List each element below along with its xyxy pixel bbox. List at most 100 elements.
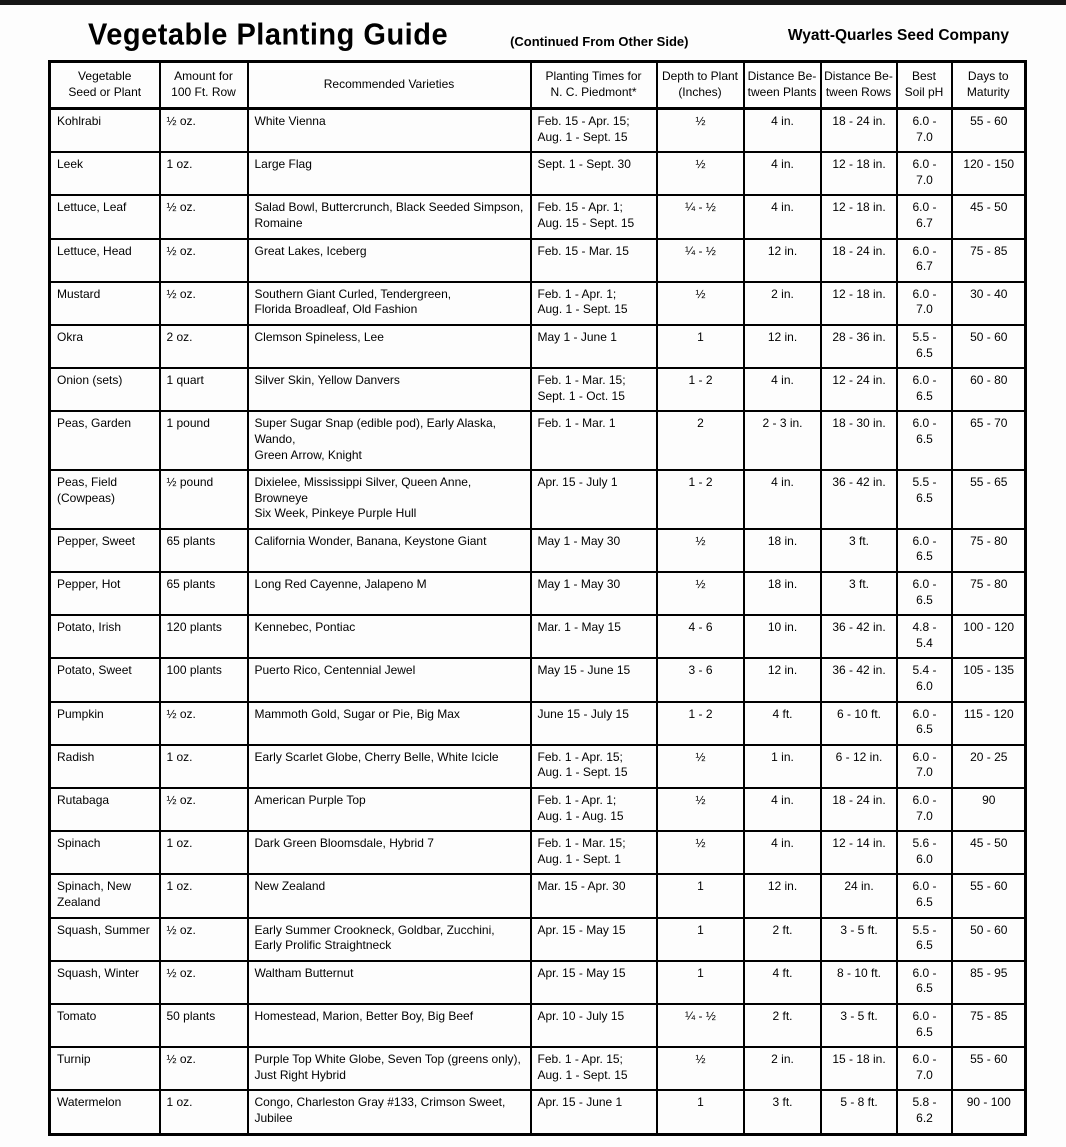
cell-varieties: Purple Top White Globe, Seven Top (green… <box>246 1046 532 1092</box>
cell-amount: ½ oz. <box>158 237 249 283</box>
cell-vegetable: Radish <box>48 743 161 790</box>
cell-depth: ½ <box>655 527 745 574</box>
table-body: Kohlrabi ½ oz. White Vienna Feb. 15 - Apr. … <box>48 107 1027 1135</box>
cell-amount: 65 plants <box>158 527 249 574</box>
cell-depth: ½ <box>655 743 745 790</box>
cell-soil-ph: 6.0 - 6.5 <box>895 873 953 919</box>
cell-days: 55 - 60 <box>950 107 1027 154</box>
cell-distance-rows: 28 - 36 in. <box>819 323 898 370</box>
cell-amount: ½ oz. <box>158 1046 249 1092</box>
cell-planting-times: Feb. 15 - Mar. 15 <box>529 237 658 283</box>
cell-varieties: Early Summer Crookneck, Goldbar, Zucchin… <box>246 916 532 962</box>
cell-amount: 120 plants <box>158 614 249 660</box>
cell-depth: ½ <box>655 280 745 326</box>
table-row: Peas, Garden 1 pound Super Sugar Snap (edi… <box>48 410 1027 472</box>
cell-distance-rows: 36 - 42 in. <box>819 469 898 530</box>
column-header-varieties: Recommended Varieties <box>246 60 532 110</box>
cell-distance-plants: 2 in. <box>742 1046 822 1092</box>
cell-varieties: Great Lakes, Iceberg <box>246 237 532 283</box>
cell-amount: ½ pound <box>158 469 249 530</box>
cell-depth: 4 - 6 <box>655 614 745 660</box>
cell-varieties: Salad Bowl, Buttercrunch, Black Seeded S… <box>246 194 532 240</box>
cell-days: 75 - 85 <box>950 1002 1027 1049</box>
cell-varieties: Southern Giant Curled, Tendergreen, Flor… <box>246 280 532 326</box>
cell-distance-plants: 4 in. <box>742 786 822 833</box>
table-row: Peas, Field (Cowpeas) ½ pound Dixielee, Mi… <box>48 469 1027 530</box>
cell-depth: ½ <box>655 571 745 617</box>
cell-varieties: Long Red Cayenne, Jalapeno M <box>246 571 532 617</box>
cell-distance-rows: 3 - 5 ft. <box>819 916 898 962</box>
cell-distance-rows: 3 ft. <box>819 527 898 574</box>
table-row: Squash, Winter ½ oz. Waltham Butternut Apr.… <box>48 959 1027 1005</box>
cell-depth: 1 - 2 <box>655 700 745 746</box>
cell-days: 75 - 80 <box>950 571 1027 617</box>
cell-amount: ½ oz. <box>158 959 249 1005</box>
cell-soil-ph: 5.5 - 6.5 <box>895 916 953 962</box>
cell-amount: 1 oz. <box>158 830 249 876</box>
cell-days: 55 - 65 <box>950 469 1027 530</box>
cell-distance-plants: 12 in. <box>742 873 822 919</box>
cell-days: 90 <box>950 786 1027 833</box>
cell-depth: 1 <box>655 959 745 1005</box>
cell-amount: ½ oz. <box>158 107 249 154</box>
cell-days: 65 - 70 <box>950 410 1027 472</box>
cell-soil-ph: 6.0 - 6.5 <box>895 527 953 574</box>
cell-amount: 1 pound <box>158 410 249 472</box>
cell-soil-ph: 6.0 - 7.0 <box>895 743 953 790</box>
cell-amount: ½ oz. <box>158 280 249 326</box>
cell-depth: 1 <box>655 916 745 962</box>
cell-distance-rows: 18 - 24 in. <box>819 786 898 833</box>
page-title: Vegetable Planting Guide <box>88 18 449 52</box>
cell-distance-rows: 12 - 14 in. <box>819 830 898 876</box>
cell-days: 20 - 25 <box>950 743 1027 790</box>
cell-planting-times: May 1 - June 1 <box>529 323 658 370</box>
cell-amount: 100 plants <box>158 657 249 703</box>
cell-planting-times: Feb. 1 - Apr. 1; Aug. 1 - Sept. 15 <box>529 280 658 326</box>
cell-distance-rows: 15 - 18 in. <box>819 1046 898 1092</box>
cell-distance-rows: 12 - 24 in. <box>819 367 898 413</box>
cell-soil-ph: 6.0 - 6.5 <box>895 367 953 413</box>
cell-soil-ph: 6.0 - 6.7 <box>895 194 953 240</box>
cell-depth: ½ <box>655 786 745 833</box>
cell-vegetable: Leek <box>48 151 161 197</box>
cell-distance-rows: 24 in. <box>819 873 898 919</box>
cell-vegetable: Squash, Winter <box>48 959 161 1005</box>
cell-vegetable: Potato, Irish <box>48 614 161 660</box>
cell-distance-plants: 12 in. <box>742 657 822 703</box>
table-row: Pepper, Hot 65 plants Long Red Cayenne, Ja… <box>48 571 1027 617</box>
cell-planting-times: May 15 - June 15 <box>529 657 658 703</box>
column-header-planting-times: Planting Times for N. C. Piedmont* <box>529 60 658 110</box>
cell-distance-rows: 18 - 30 in. <box>819 410 898 472</box>
cell-planting-times: Mar. 1 - May 15 <box>529 614 658 660</box>
cell-days: 75 - 80 <box>950 527 1027 574</box>
page-footer: *In Mountain area, delay spring planting… <box>0 1136 1066 1147</box>
column-header-days: Days to Maturity <box>950 60 1027 110</box>
column-header-amount: Amount for 100 Ft. Row <box>158 60 249 110</box>
cell-planting-times: Apr. 10 - July 15 <box>529 1002 658 1049</box>
cell-amount: 1 oz. <box>158 1089 249 1135</box>
cell-distance-plants: 4 in. <box>742 469 822 530</box>
cell-distance-rows: 18 - 24 in. <box>819 237 898 283</box>
cell-amount: ½ oz. <box>158 786 249 833</box>
cell-distance-plants: 4 ft. <box>742 700 822 746</box>
cell-distance-plants: 4 in. <box>742 194 822 240</box>
cell-amount: ½ oz. <box>158 194 249 240</box>
table-row: Lettuce, Leaf ½ oz. Salad Bowl, Buttercrun… <box>48 194 1027 240</box>
cell-distance-plants: 4 in. <box>742 107 822 154</box>
cell-depth: ½ <box>655 830 745 876</box>
cell-planting-times: Mar. 15 - Apr. 30 <box>529 873 658 919</box>
cell-varieties: Dixielee, Mississippi Silver, Queen Anne… <box>246 469 532 530</box>
cell-depth: 1 <box>655 873 745 919</box>
cell-vegetable: Watermelon <box>48 1089 161 1135</box>
cell-vegetable: Pumpkin <box>48 700 161 746</box>
cell-varieties: Early Scarlet Globe, Cherry Belle, White… <box>246 743 532 790</box>
cell-days: 55 - 60 <box>950 1046 1027 1092</box>
cell-amount: 1 oz. <box>158 743 249 790</box>
cell-soil-ph: 6.0 - 6.5 <box>895 1002 953 1049</box>
cell-varieties: American Purple Top <box>246 786 532 833</box>
table-row: Potato, Sweet 100 plants Puerto Rico, Cent… <box>48 657 1027 703</box>
cell-depth: ¼ - ½ <box>655 194 745 240</box>
cell-varieties: White Vienna <box>246 107 532 154</box>
cell-distance-rows: 12 - 18 in. <box>819 280 898 326</box>
cell-vegetable: Mustard <box>48 280 161 326</box>
